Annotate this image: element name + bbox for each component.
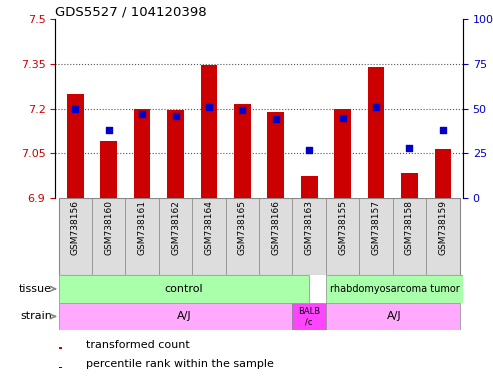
Text: rhabdomyosarcoma tumor: rhabdomyosarcoma tumor — [329, 284, 459, 294]
Bar — [234, 104, 251, 198]
Text: GSM738158: GSM738158 — [405, 200, 414, 255]
Point — [305, 147, 313, 153]
Point — [272, 116, 280, 122]
Bar — [292, 303, 326, 330]
Point — [205, 104, 213, 110]
Bar — [393, 198, 426, 275]
Text: A/J: A/J — [387, 311, 402, 321]
Point — [372, 104, 380, 110]
Bar — [292, 198, 326, 275]
Bar — [59, 347, 62, 349]
Bar — [401, 173, 418, 198]
Bar — [368, 67, 385, 198]
Bar — [92, 198, 125, 275]
Point — [71, 106, 79, 112]
Bar — [301, 176, 317, 198]
Bar — [326, 303, 459, 330]
Bar — [326, 198, 359, 275]
Text: percentile rank within the sample: percentile rank within the sample — [86, 359, 274, 369]
Bar — [101, 141, 117, 198]
Bar — [67, 94, 84, 198]
Point — [105, 127, 112, 133]
Text: GSM738165: GSM738165 — [238, 200, 247, 255]
Text: tissue: tissue — [19, 284, 52, 294]
Text: GSM738159: GSM738159 — [438, 200, 447, 255]
Bar — [159, 198, 192, 275]
Text: GSM738157: GSM738157 — [372, 200, 381, 255]
Bar — [226, 198, 259, 275]
Bar — [59, 275, 309, 303]
Bar — [259, 198, 292, 275]
Bar — [426, 198, 459, 275]
Bar — [192, 198, 226, 275]
Bar — [59, 303, 292, 330]
Point — [239, 108, 246, 114]
Bar — [134, 109, 150, 198]
Text: GSM738160: GSM738160 — [104, 200, 113, 255]
Text: control: control — [165, 284, 203, 294]
Text: BALB
/c: BALB /c — [298, 307, 320, 326]
Bar — [267, 112, 284, 198]
Point — [406, 145, 414, 151]
Text: GSM738166: GSM738166 — [271, 200, 281, 255]
Bar — [59, 198, 92, 275]
Point — [138, 111, 146, 117]
Point — [172, 113, 179, 119]
Bar — [326, 275, 476, 303]
Text: GDS5527 / 104120398: GDS5527 / 104120398 — [55, 5, 207, 18]
Bar — [125, 198, 159, 275]
Text: GSM738164: GSM738164 — [205, 200, 213, 255]
Text: A/J: A/J — [176, 311, 191, 321]
Text: GSM738155: GSM738155 — [338, 200, 347, 255]
Bar — [434, 149, 451, 198]
Bar — [167, 110, 184, 198]
Text: GSM738163: GSM738163 — [305, 200, 314, 255]
Point — [439, 127, 447, 133]
Text: GSM738161: GSM738161 — [138, 200, 146, 255]
Text: GSM738162: GSM738162 — [171, 200, 180, 255]
Point — [339, 114, 347, 121]
Text: transformed count: transformed count — [86, 339, 189, 349]
Text: strain: strain — [20, 311, 52, 321]
Bar — [359, 198, 393, 275]
Bar — [59, 367, 62, 368]
Bar — [334, 109, 351, 198]
Text: GSM738156: GSM738156 — [71, 200, 80, 255]
Bar — [201, 65, 217, 198]
